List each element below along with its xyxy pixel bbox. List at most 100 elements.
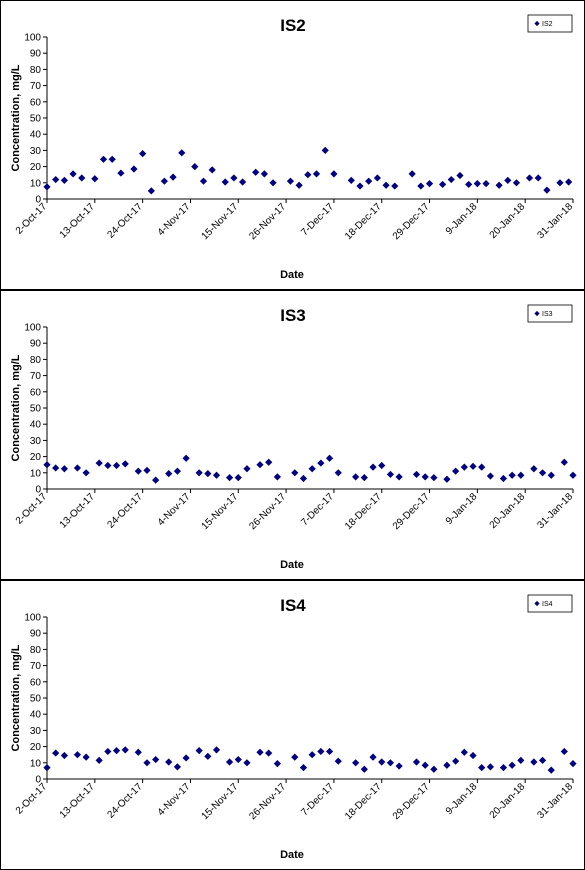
data-point	[82, 469, 90, 477]
y-tick-label: 60	[30, 97, 42, 108]
data-point	[538, 756, 547, 764]
data-point	[225, 758, 234, 766]
data-point	[212, 746, 221, 754]
data-point	[352, 759, 360, 767]
data-point	[482, 180, 490, 188]
y-tick-label: 90	[30, 339, 42, 350]
data-point	[356, 182, 364, 190]
legend-box	[527, 594, 573, 613]
data-point	[112, 461, 121, 470]
legend-box	[527, 14, 573, 33]
y-tick-label: 80	[30, 645, 42, 656]
y-tick-label: 50	[30, 694, 42, 705]
x-tick-label: 31-Jan-18	[536, 201, 576, 241]
y-tick-label: 20	[30, 452, 42, 463]
data-point	[265, 749, 273, 757]
data-point	[69, 170, 77, 178]
y-tick-label: 20	[30, 162, 42, 173]
legend-marker	[534, 600, 540, 607]
data-point	[504, 176, 512, 184]
data-point	[334, 469, 342, 477]
data-point	[165, 758, 173, 766]
data-point	[517, 471, 525, 479]
data-point	[121, 746, 129, 754]
data-point	[299, 764, 308, 772]
data-point	[182, 754, 190, 762]
data-point	[556, 179, 564, 187]
data-point	[104, 747, 112, 756]
data-point	[360, 474, 368, 482]
x-tick-label: 4-Nov-17	[156, 201, 193, 238]
legend-label: IS2	[542, 21, 553, 28]
x-tick-label: 9-Jan-18	[444, 781, 480, 817]
x-tick-label: 2-Oct-17	[14, 201, 50, 237]
data-point	[534, 174, 542, 182]
data-point	[330, 170, 338, 178]
data-point	[373, 174, 381, 182]
data-point	[243, 465, 251, 473]
data-point	[460, 463, 468, 471]
data-point	[112, 747, 121, 755]
x-tick-label: 9-Jan-18	[444, 491, 480, 527]
data-point	[438, 180, 447, 189]
y-tick-label: 50	[30, 404, 42, 415]
y-axis-title: Concentration, mg/L	[10, 644, 22, 751]
data-point	[512, 179, 521, 187]
data-point	[165, 470, 173, 478]
data-point	[73, 751, 82, 759]
data-point	[452, 757, 460, 765]
data-point	[78, 174, 86, 182]
data-point	[382, 181, 390, 189]
chart-is3: IS3 0 10 20 30 40 50 60 70 80 90 100 2-Oct-17 13-Oct-…	[10, 304, 577, 571]
y-tick-label: 20	[30, 742, 42, 753]
chart-is2: IS2 0 10 20 30 40 50 60 70 80 90 100 2-Oct-17 13-Oct-…	[10, 14, 576, 281]
x-tick-label: 29-Dec-17	[391, 781, 432, 822]
y-tick-label: 60	[30, 387, 42, 398]
data-point	[369, 463, 377, 471]
y-tick-label: 100	[24, 323, 41, 334]
x-tick-label: 20-Jan-18	[488, 781, 528, 821]
data-point	[243, 759, 251, 767]
data-point	[456, 171, 464, 180]
x-tick-label: 31-Jan-18	[536, 491, 576, 531]
data-point	[52, 749, 60, 757]
data-point	[421, 473, 429, 481]
x-tick-label: 31-Jan-18	[536, 781, 576, 821]
chart-title: IS4	[280, 596, 306, 615]
data-point	[260, 170, 268, 178]
data-point	[391, 182, 399, 190]
chart-panel-is3: IS3 0 10 20 30 40 50 60 70 80 90 100 2-Oct-17 13-Oct-…	[0, 290, 585, 580]
y-tick-label: 10	[30, 758, 42, 769]
legend-label: IS3	[542, 311, 553, 318]
data-point	[295, 181, 303, 189]
data-point	[225, 474, 234, 482]
data-point	[139, 150, 147, 158]
data-point	[408, 170, 416, 178]
data-point	[304, 171, 312, 179]
data-point	[325, 454, 334, 462]
y-tick-label: 70	[30, 81, 42, 92]
x-tick-label: 7-Dec-17	[299, 201, 336, 238]
data-point	[212, 471, 221, 479]
y-tick-label: 10	[30, 468, 42, 479]
x-tick-label: 24-Oct-17	[106, 781, 146, 821]
data-point	[430, 765, 438, 773]
data-point	[60, 465, 68, 473]
y-tick-label: 0	[35, 485, 41, 496]
x-tick-label: 18-Dec-17	[343, 781, 384, 822]
data-point	[395, 762, 403, 770]
data-point	[386, 759, 395, 767]
x-tick-label: 29-Dec-17	[391, 491, 432, 532]
data-point	[230, 174, 238, 182]
data-point	[121, 460, 129, 468]
data-point	[447, 175, 455, 184]
x-tick-label: 24-Oct-17	[106, 201, 146, 241]
legend-box	[527, 304, 573, 323]
y-tick-label: 10	[30, 178, 42, 189]
data-point	[299, 474, 308, 483]
data-point	[530, 465, 538, 473]
data-point	[52, 175, 60, 184]
x-tick-label: 13-Oct-17	[58, 491, 98, 531]
data-point	[478, 463, 486, 471]
data-point	[82, 753, 90, 761]
